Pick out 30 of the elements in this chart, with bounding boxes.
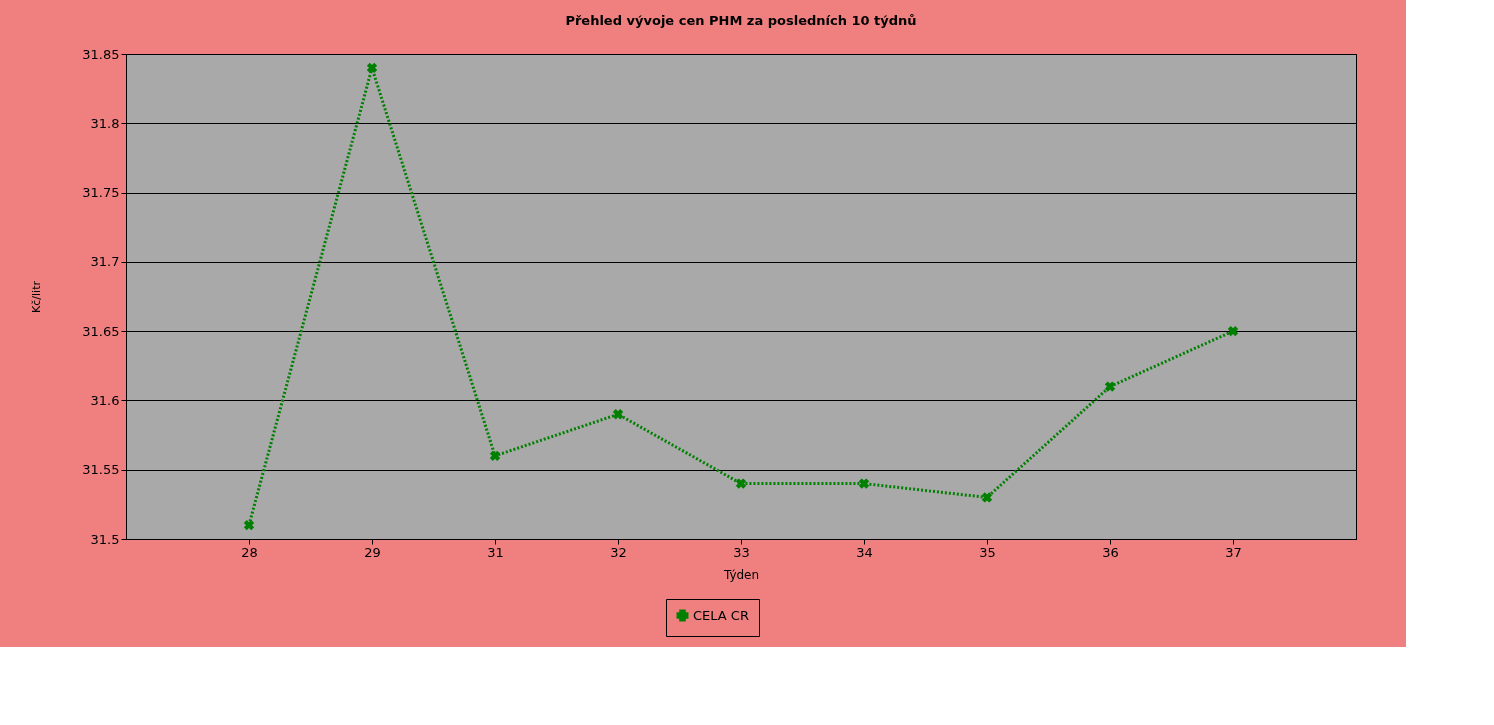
x-axis-title: Týden xyxy=(722,567,760,582)
chart-title: Přehled vývoje cen PHM za posledních 10 týdnů xyxy=(565,13,917,28)
x-tick-label: 31 xyxy=(487,544,504,560)
x-tick-label: 29 xyxy=(364,544,381,560)
x-tick-label: 34 xyxy=(856,544,873,560)
point xyxy=(1227,325,1239,337)
point xyxy=(858,478,870,489)
point xyxy=(243,519,255,531)
x-tick-label: 35 xyxy=(979,544,996,560)
point xyxy=(489,450,501,462)
point xyxy=(366,62,378,74)
x-tick-label: 32 xyxy=(610,544,627,560)
point xyxy=(1104,381,1116,392)
y-tick-label: 31.75 xyxy=(82,185,120,201)
point xyxy=(735,478,747,489)
x-tick-label: 33 xyxy=(733,544,750,560)
x-tick-label: 37 xyxy=(1225,544,1242,560)
y-tick-label: 31.5 xyxy=(90,531,120,547)
y-axis-title: Kč/litr xyxy=(30,280,44,313)
y-tick-label: 31.85 xyxy=(82,46,120,62)
y-tick-label: 31.7 xyxy=(90,254,120,270)
y-tick-label: 31.55 xyxy=(82,462,120,478)
x-tick-label: 36 xyxy=(1102,544,1119,560)
legend-label: CELA CR xyxy=(693,607,749,623)
x-tick-label: 28 xyxy=(241,544,258,560)
y-tick-label: 31.8 xyxy=(90,115,120,131)
point xyxy=(981,492,993,503)
y-tick-label: 31.6 xyxy=(90,392,120,408)
y-tick-label: 31.65 xyxy=(82,323,120,339)
point xyxy=(612,409,624,420)
